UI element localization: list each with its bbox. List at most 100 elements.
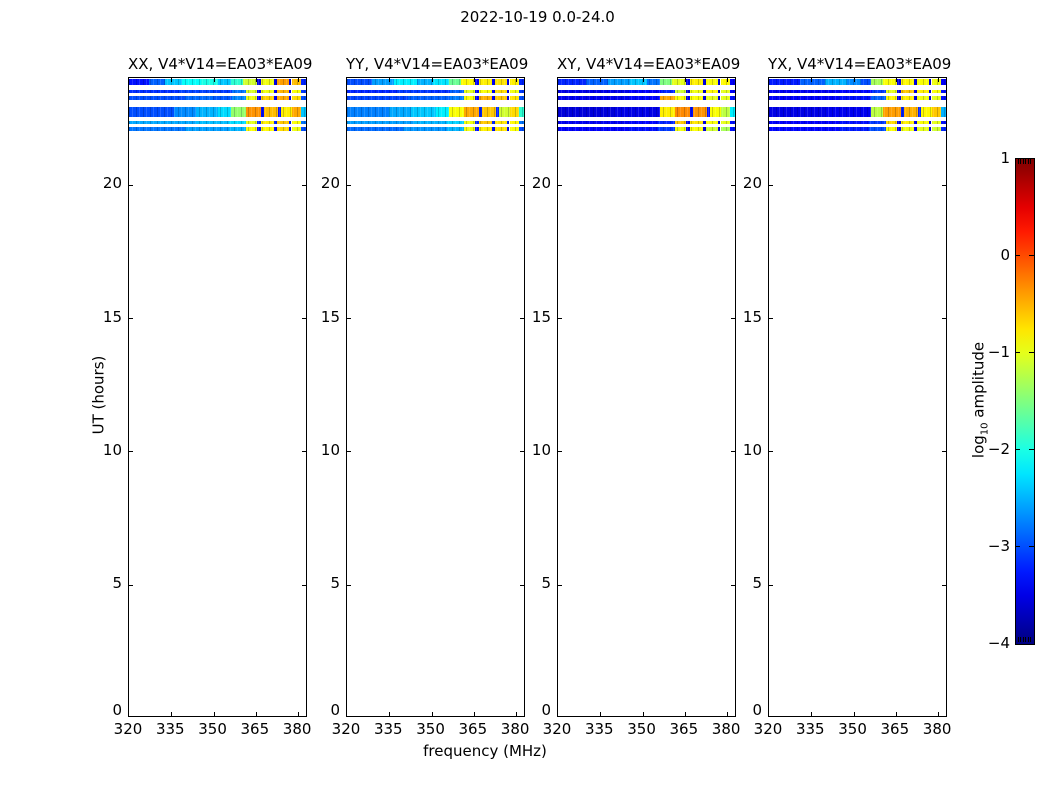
y-tick-label: 0 bbox=[330, 700, 340, 719]
data-segment bbox=[917, 121, 930, 125]
data-segment bbox=[260, 79, 274, 86]
x-tick bbox=[473, 712, 475, 716]
colorbar-label: log10 amplitude bbox=[970, 342, 991, 458]
data-segment bbox=[686, 126, 690, 131]
data-segment bbox=[246, 126, 258, 131]
y-tick bbox=[520, 451, 524, 453]
y-tick-label: 5 bbox=[330, 574, 340, 593]
panel-title: XY, V4*V14=EA03*EA09 bbox=[557, 55, 741, 73]
data-segment bbox=[495, 89, 508, 93]
data-segment bbox=[264, 107, 279, 118]
data-segment bbox=[913, 95, 918, 100]
data-segment bbox=[720, 95, 730, 100]
data-segment bbox=[212, 89, 233, 93]
data-segment bbox=[195, 107, 219, 118]
data-segment bbox=[518, 89, 524, 93]
y-tick-label: 15 bbox=[531, 307, 551, 326]
data-segment bbox=[257, 121, 261, 125]
data-segment bbox=[475, 79, 479, 86]
x-tick bbox=[431, 712, 433, 716]
data-segment bbox=[291, 79, 301, 86]
data-stripe bbox=[347, 126, 524, 131]
data-segment bbox=[448, 107, 465, 118]
data-segment bbox=[448, 79, 462, 86]
data-stripe bbox=[558, 121, 735, 125]
data-segment bbox=[718, 126, 721, 131]
data-segment bbox=[491, 126, 496, 131]
data-stripe bbox=[769, 79, 946, 86]
x-tick bbox=[811, 78, 813, 82]
data-segment bbox=[686, 95, 690, 100]
x-tick-label: 350 bbox=[627, 720, 656, 738]
y-tick-label: 0 bbox=[112, 700, 122, 719]
data-segment bbox=[838, 121, 870, 125]
data-segment bbox=[491, 89, 496, 93]
data-segment bbox=[627, 126, 659, 131]
data-segment bbox=[347, 126, 403, 131]
data-segment bbox=[659, 95, 676, 100]
x-tick-label: 320 bbox=[331, 720, 361, 738]
data-segment bbox=[218, 79, 231, 86]
data-segment bbox=[929, 126, 932, 131]
colorbar-minor-tick bbox=[1027, 637, 1029, 642]
x-tick bbox=[727, 712, 729, 716]
data-segment bbox=[769, 95, 839, 100]
x-tick-label: 365 bbox=[669, 720, 699, 738]
colorbar-minor-tick bbox=[1020, 159, 1022, 164]
data-segment bbox=[940, 126, 946, 131]
data-segment bbox=[291, 121, 301, 125]
data-segment bbox=[257, 89, 261, 93]
data-segment bbox=[495, 79, 508, 86]
colorbar-tick bbox=[1015, 255, 1020, 256]
figure-title: 2022-10-19 0.0-24.0 bbox=[460, 8, 615, 26]
colorbar-minor-tick bbox=[1022, 637, 1024, 642]
x-tick bbox=[389, 78, 391, 82]
data-segment bbox=[291, 89, 301, 93]
x-tick bbox=[811, 712, 813, 716]
x-tick bbox=[727, 78, 729, 82]
x-tick-label: 335 bbox=[155, 720, 185, 738]
data-segment bbox=[718, 89, 721, 93]
data-segment bbox=[478, 95, 492, 100]
data-stripe bbox=[769, 126, 946, 131]
data-segment bbox=[918, 107, 922, 118]
y-tick bbox=[129, 318, 133, 319]
data-segment bbox=[212, 95, 233, 100]
data-segment bbox=[706, 89, 719, 93]
data-stripe bbox=[769, 121, 946, 125]
x-tick bbox=[431, 78, 433, 82]
data-segment bbox=[478, 89, 492, 93]
data-segment bbox=[558, 79, 586, 86]
data-segment bbox=[148, 79, 166, 86]
data-segment bbox=[129, 107, 174, 118]
data-segment bbox=[129, 89, 180, 93]
colorbar-tick bbox=[1015, 352, 1020, 353]
data-segment bbox=[689, 95, 703, 100]
y-tick-label: 0 bbox=[541, 700, 551, 719]
y-tick-label: 10 bbox=[102, 440, 122, 459]
y-tick bbox=[942, 184, 946, 186]
data-stripe bbox=[769, 89, 946, 93]
data-segment bbox=[229, 121, 247, 125]
data-segment bbox=[929, 89, 932, 93]
data-segment bbox=[897, 89, 901, 93]
colorbar-minor-tick bbox=[1030, 637, 1031, 642]
x-tick bbox=[895, 78, 897, 82]
data-segment bbox=[495, 95, 508, 100]
data-segment bbox=[940, 89, 946, 93]
data-stripe bbox=[129, 107, 306, 118]
data-segment bbox=[931, 121, 941, 125]
data-segment bbox=[718, 79, 721, 86]
data-segment bbox=[558, 95, 628, 100]
data-segment bbox=[900, 95, 914, 100]
y-tick bbox=[302, 451, 306, 453]
data-segment bbox=[230, 79, 244, 86]
x-tick bbox=[895, 712, 897, 716]
data-segment bbox=[300, 126, 306, 131]
data-segment bbox=[931, 89, 941, 93]
data-segment bbox=[509, 126, 519, 131]
data-segment bbox=[230, 107, 247, 118]
colorbar-minor-tick bbox=[1018, 159, 1019, 164]
y-tick-label: 20 bbox=[102, 174, 122, 193]
data-segment bbox=[686, 79, 690, 86]
